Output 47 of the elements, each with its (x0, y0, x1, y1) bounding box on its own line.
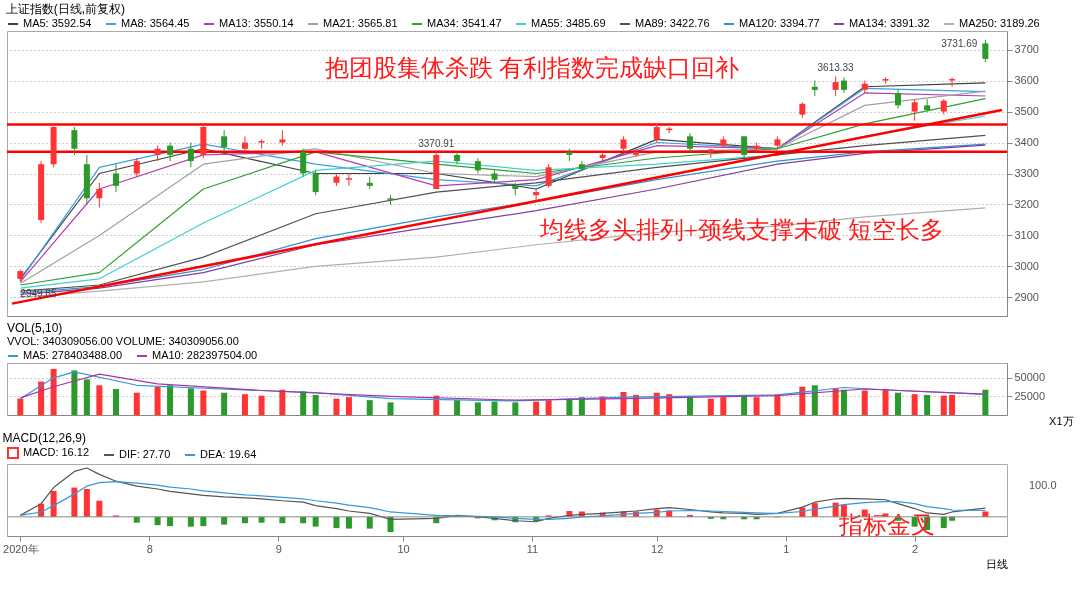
x-tick-label: 1 (783, 542, 790, 555)
y-tick-label: 3200 (1014, 197, 1039, 210)
y-tick-label: 25000 (1014, 389, 1046, 402)
x-tick-label: 11 (526, 542, 539, 555)
y-tick-label: 50000 (1014, 371, 1046, 384)
annotation: 3370.91 (418, 137, 455, 149)
chart-title: 上证指数(日线,前复权) (5, 2, 126, 16)
legend-label: DIF: 27.70 (119, 448, 171, 460)
legend-label: MA13: 3550.14 (219, 17, 294, 29)
legend-label: MA120: 3394.77 (739, 17, 820, 29)
y-tick-label: 3500 (1014, 105, 1039, 118)
y-tick-label: 2900 (1014, 290, 1039, 303)
x-tick-label: 2 (912, 542, 919, 555)
legend-label: MA5: 278403488.00 (23, 349, 123, 361)
legend-label: MA10: 282397504.00 (152, 349, 258, 361)
legend-label: MA5: 3592.54 (23, 17, 92, 29)
legend-label: MA250: 3189.26 (959, 17, 1040, 29)
legend-label: MA55: 3485.69 (531, 17, 606, 29)
x-tick-label: 9 (275, 542, 282, 555)
annotation: 指标金叉 (838, 512, 935, 538)
chart-title: MACD(12,26,9) (2, 431, 86, 445)
annotation: 抱团股集体杀跌 有利指数完成缺口回补 (325, 55, 739, 81)
chart-title: VOL(5,10) (7, 321, 63, 335)
x-tick-label: 12 (651, 542, 664, 555)
legend-label: MA21: 3565.81 (323, 17, 398, 29)
y-tick-label: 3700 (1014, 43, 1039, 56)
annotation: 均线多头排列+颈线支撑未破 短空长多 (539, 217, 944, 243)
x-tick-label: 10 (397, 542, 410, 555)
annotation: 3613.33 (817, 62, 855, 74)
text: 100.0 (1029, 479, 1057, 491)
y-tick-label: 3400 (1014, 136, 1039, 149)
legend-label: MACD: 16.12 (23, 446, 90, 458)
x-axis-title: 日线 (985, 557, 1008, 570)
y-axis-title: X1万 (1049, 414, 1074, 427)
legend-label: MA89: 3422.76 (635, 17, 710, 29)
y-tick-label: 3300 (1014, 167, 1039, 179)
y-tick-label: 3100 (1014, 228, 1039, 241)
annotation: 3731.69 (941, 37, 978, 49)
legend-label: MA134: 3391.32 (849, 17, 930, 29)
legend-label: MA8: 3564.45 (121, 17, 190, 29)
chart-subtitle: VVOL: 340309056.00 VOLUME: 340309056.00 (7, 335, 239, 347)
legend-label: DEA: 19.64 (200, 448, 257, 460)
x-tick-label: 2020年 (3, 542, 39, 555)
legend-label: MA34: 3541.47 (427, 17, 502, 29)
y-tick-label: 3600 (1014, 74, 1039, 87)
x-tick-label: 8 (146, 542, 153, 555)
y-tick-label: 3000 (1014, 259, 1039, 272)
